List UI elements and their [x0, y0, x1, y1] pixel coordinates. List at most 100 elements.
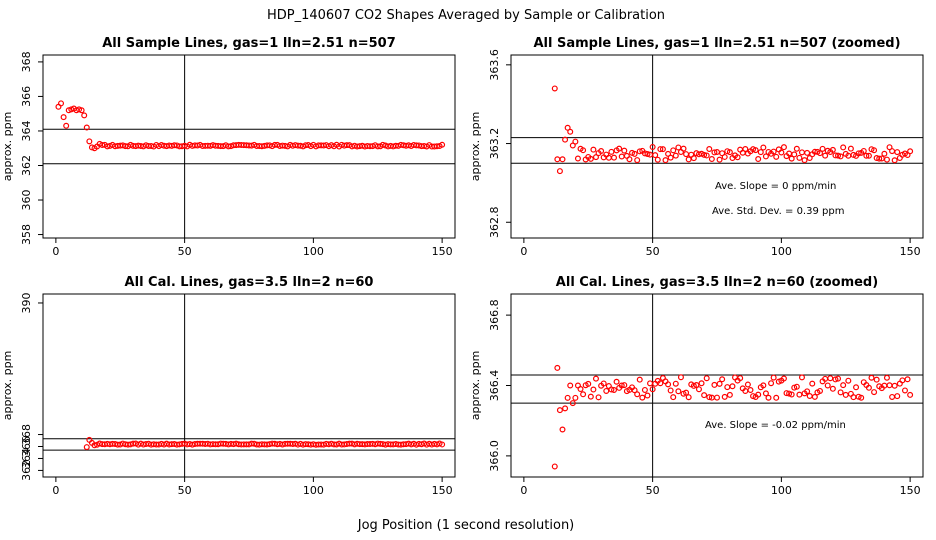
y-axis-label: approx. ppm: [1, 112, 14, 182]
data-point: [556, 168, 563, 175]
data-point: [551, 463, 558, 470]
data-point: [600, 380, 607, 387]
data-point: [559, 426, 566, 433]
data-point: [755, 155, 762, 162]
data-point: [621, 147, 628, 154]
data-point: [701, 151, 708, 158]
data-point: [886, 382, 893, 389]
data-point: [556, 407, 563, 414]
data-point: [63, 122, 70, 129]
data-point: [752, 147, 759, 154]
data-point: [829, 385, 836, 392]
data-point: [587, 393, 594, 400]
data-point: [724, 384, 731, 391]
data-point: [708, 155, 715, 162]
data-point: [768, 380, 775, 387]
data-point: [721, 393, 728, 400]
data-point: [871, 147, 878, 154]
data-point: [433, 143, 440, 150]
plot-frame: [42, 293, 456, 478]
data-point: [562, 136, 569, 143]
x-tick-label: 0: [520, 484, 527, 497]
data-point: [677, 374, 684, 381]
x-tick-label: 150: [432, 245, 453, 258]
data-point: [806, 393, 813, 400]
data-point: [587, 155, 594, 162]
data-point: [876, 155, 883, 162]
x-tick-label: 150: [432, 484, 453, 497]
x-tick-label: 0: [52, 484, 59, 497]
data-point: [683, 389, 690, 396]
data-point: [760, 382, 767, 389]
data-point: [865, 384, 872, 391]
data-point: [598, 148, 605, 155]
data-point: [703, 375, 710, 382]
data-point: [793, 145, 800, 152]
data-point: [667, 387, 674, 394]
data-point: [734, 154, 741, 161]
data-point: [726, 391, 733, 398]
data-point: [610, 386, 617, 393]
data-point: [641, 150, 648, 157]
x-tick-label: 50: [646, 484, 660, 497]
data-point: [641, 386, 648, 393]
data-point: [652, 152, 659, 159]
data-point: [439, 441, 446, 448]
panels: All Sample Lines, gas=1 lln=2.51 n=507 ap…: [1, 36, 924, 497]
data-point: [762, 153, 769, 160]
data-point: [907, 391, 914, 398]
data-point: [693, 382, 700, 389]
data-point: [644, 392, 651, 399]
data-point: [737, 375, 744, 382]
data-point: [713, 394, 720, 401]
data-point: [685, 394, 692, 401]
data-point: [675, 144, 682, 151]
data-point: [626, 156, 633, 163]
data-point: [634, 391, 641, 398]
data-point: [631, 387, 638, 394]
data-point: [853, 384, 860, 391]
data-point: [819, 145, 826, 152]
data-point: [608, 148, 615, 155]
data-point: [554, 364, 561, 371]
data-point: [608, 386, 615, 393]
data-point: [783, 390, 790, 397]
data-point: [811, 393, 818, 400]
data-point: [850, 394, 857, 401]
data-point: [760, 144, 767, 151]
data-point: [616, 145, 623, 152]
data-point: [889, 393, 896, 400]
data-point: [778, 149, 785, 156]
data-point: [871, 389, 878, 396]
data-point: [654, 156, 661, 163]
data-point: [894, 149, 901, 156]
data-point: [649, 143, 656, 150]
data-point: [590, 386, 597, 393]
x-tick-label: 0: [520, 245, 527, 258]
data-point: [104, 143, 111, 150]
data-point: [636, 148, 643, 155]
data-point: [695, 386, 702, 393]
data-point: [672, 152, 679, 159]
y-tick-label: 362: [20, 155, 33, 176]
data-point: [711, 381, 718, 388]
data-point: [791, 151, 798, 158]
y-tick-label: 363.6: [488, 49, 501, 81]
y-tick-label: 390: [20, 292, 33, 313]
data-point: [816, 387, 823, 394]
y-tick-label: 360: [20, 190, 33, 211]
y-axis-label: approx. ppm: [469, 351, 482, 421]
plot-frame: [510, 54, 924, 239]
x-tick-label: 100: [771, 484, 792, 497]
data-point: [816, 150, 823, 157]
data-point: [711, 149, 718, 156]
data-point: [374, 143, 381, 150]
data-point: [439, 141, 446, 148]
data-point: [690, 155, 697, 162]
data-point: [804, 149, 811, 156]
y-axis-label: approx. ppm: [1, 351, 14, 421]
panel-title: All Sample Lines, gas=1 lln=2.51 n=507 (…: [533, 36, 900, 51]
data-point: [837, 153, 844, 160]
data-point: [899, 377, 906, 384]
